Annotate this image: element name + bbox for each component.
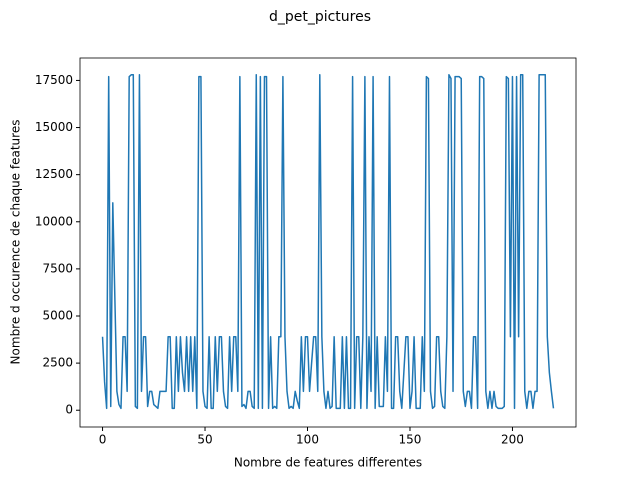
y-tick-label: 15000 (35, 120, 73, 134)
chart-title: d_pet_pictures (269, 9, 371, 25)
y-tick-label: 0 (65, 403, 73, 417)
y-tick-label: 5000 (42, 308, 73, 322)
x-tick-label: 200 (501, 433, 524, 447)
y-axis-label: Nombre d occurence de chaque features (9, 120, 23, 365)
y-tick-label: 12500 (35, 167, 73, 181)
y-tick-label: 10000 (35, 214, 73, 228)
y-tick-label: 17500 (35, 73, 73, 87)
x-tick-label: 50 (197, 433, 212, 447)
y-tick-label: 7500 (42, 261, 73, 275)
data-line (101, 74, 555, 410)
plot-frame (79, 57, 577, 428)
y-tick-label: 2500 (42, 356, 73, 370)
x-axis-label: Nombre de features differentes (234, 456, 422, 470)
x-tick-label: 100 (296, 433, 319, 447)
x-tick-label: 150 (399, 433, 422, 447)
x-tick-label: 0 (99, 433, 107, 447)
